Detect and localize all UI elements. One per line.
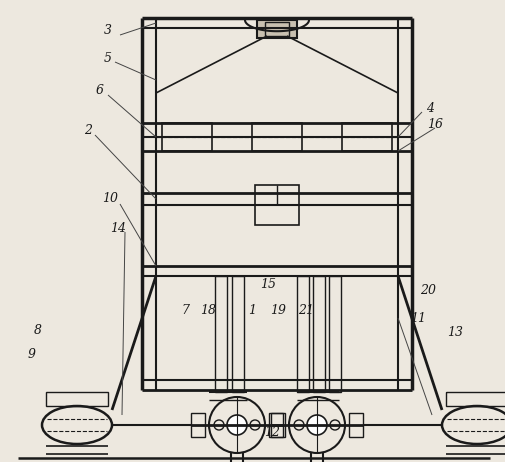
Text: 12: 12	[264, 426, 280, 438]
Text: 9: 9	[28, 348, 36, 361]
Text: 10: 10	[102, 192, 118, 205]
Text: 16: 16	[427, 118, 443, 132]
Text: 1: 1	[248, 304, 256, 316]
Bar	[269, 413, 283, 437]
Bar	[46, 392, 108, 406]
Text: 5: 5	[104, 51, 112, 65]
Text: 3: 3	[104, 24, 112, 36]
Text: 7: 7	[181, 304, 189, 316]
Text: 6: 6	[96, 84, 104, 97]
Bar	[342, 123, 392, 151]
Text: 15: 15	[260, 279, 276, 292]
Circle shape	[307, 415, 327, 435]
Circle shape	[227, 415, 247, 435]
Bar	[297, 276, 309, 392]
Bar	[446, 392, 505, 406]
Bar	[349, 413, 363, 437]
Bar	[265, 22, 289, 36]
Text: 19: 19	[270, 304, 286, 316]
Bar	[232, 276, 244, 392]
Text: 18: 18	[200, 304, 216, 316]
Text: 4: 4	[426, 102, 434, 115]
Bar	[252, 123, 302, 151]
Text: 20: 20	[420, 284, 436, 297]
Text: 8: 8	[34, 323, 42, 336]
Bar	[215, 276, 227, 392]
Text: 13: 13	[447, 326, 463, 339]
Bar	[271, 413, 285, 437]
Text: 14: 14	[110, 221, 126, 235]
Bar	[329, 276, 341, 392]
Text: 11: 11	[410, 311, 426, 324]
Text: 2: 2	[84, 123, 92, 136]
Bar	[257, 20, 297, 38]
Bar	[313, 276, 325, 392]
Bar	[191, 413, 205, 437]
Bar	[162, 123, 212, 151]
Bar	[255, 185, 299, 225]
Text: 21: 21	[298, 304, 314, 316]
